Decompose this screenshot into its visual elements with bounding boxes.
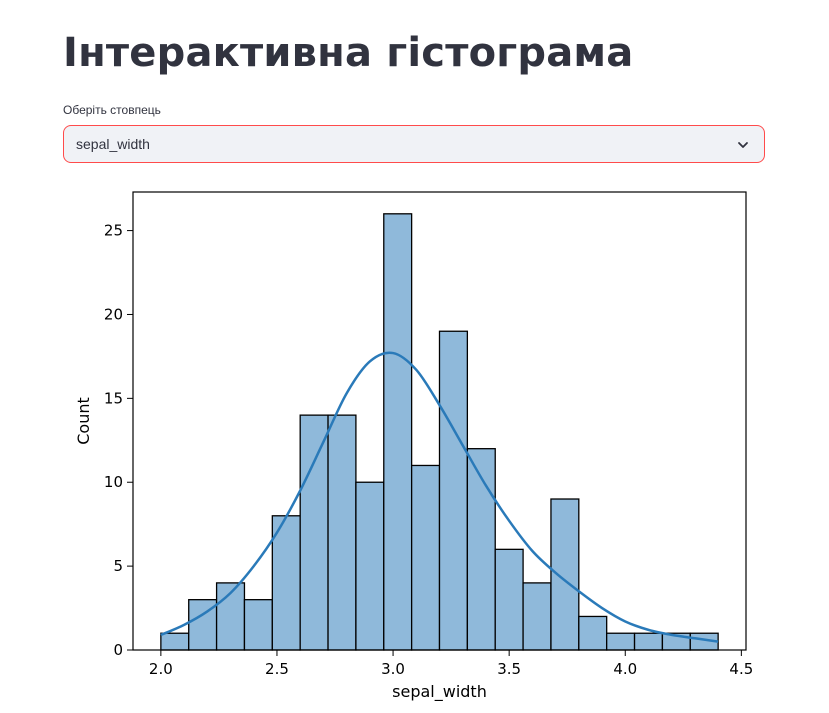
select-value: sepal_width [76,136,150,152]
column-select[interactable]: sepal_width [63,125,765,163]
histogram-chart: 2.0 2.5 3.0 3.5 4.0 4.5 0 5 10 15 20 25 sepal_widt… [74,191,753,702]
x-tick-label: 2.5 [265,660,289,678]
x-tick-label: 2.0 [149,660,173,678]
y-ticks: 0 5 10 15 20 25 [104,222,133,659]
y-tick-label: 5 [113,557,123,575]
histogram-bar [271,515,301,651]
histogram-bar [243,599,273,651]
x-axis-label: sepal_width [392,682,487,702]
histogram-bar [494,548,524,651]
y-tick-label: 15 [104,389,123,407]
bars-layer [160,213,719,651]
histogram-bar [410,464,441,651]
chevron-down-icon[interactable] [736,138,750,152]
y-tick-label: 0 [113,641,123,659]
x-tick-label: 3.0 [381,660,405,678]
x-tick-label: 4.0 [613,660,637,678]
x-tick-label: 3.5 [497,660,521,678]
histogram-bar [299,414,329,651]
histogram-bar [578,615,608,651]
plot-frame [132,191,747,651]
histogram-bar [606,632,636,651]
histogram-bar [383,213,413,651]
y-tick-label: 10 [104,473,123,491]
x-tick-label: 4.5 [729,660,753,678]
y-axis-label: Count [74,397,93,445]
histogram-bar [522,582,552,651]
y-tick-label: 20 [104,305,123,323]
y-tick-label: 25 [104,222,123,240]
histogram-bar [327,414,357,651]
histogram-bar [633,632,664,651]
select-label: Оберіть стовпець [63,103,161,117]
page-title: Інтерактивна гістограма [63,30,634,76]
histogram-bar [160,632,190,651]
x-ticks: 2.0 2.5 3.0 3.5 4.0 4.5 [149,650,753,678]
histogram-bar [550,498,580,651]
kde-line [160,351,719,643]
histogram-bar [438,330,469,651]
histogram-bar [355,481,385,651]
